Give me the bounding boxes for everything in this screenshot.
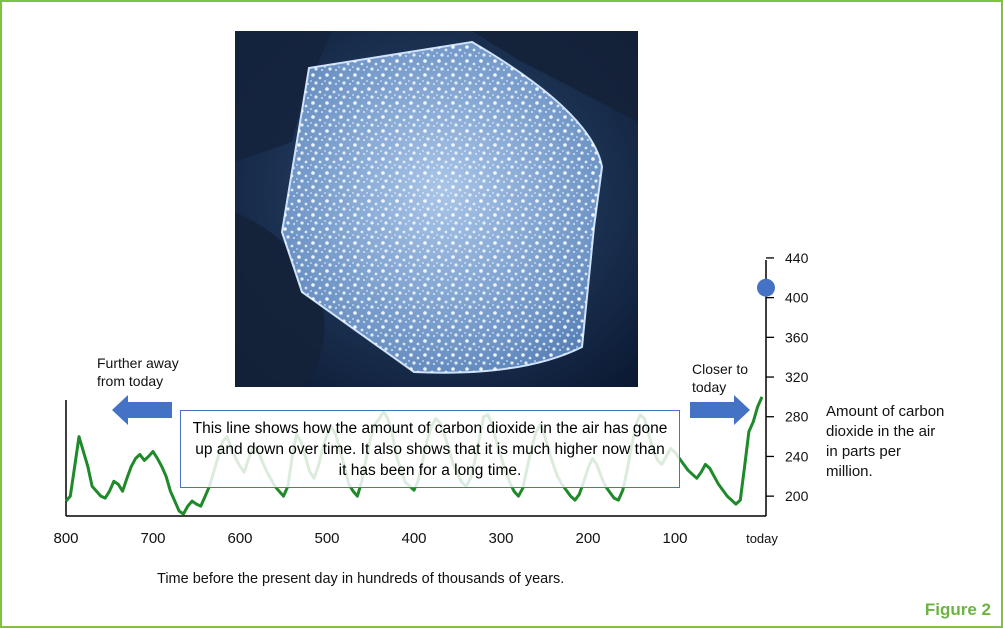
chart-axes <box>65 260 767 517</box>
current-co2-dot <box>757 278 775 297</box>
x-tick-label: 600 <box>227 530 252 547</box>
further-away-label: Further away from today <box>97 354 179 390</box>
right-arrow-icon <box>690 395 750 425</box>
x-tick-label: 700 <box>140 530 165 547</box>
y-axis-label-line-3: in parts per <box>826 443 902 460</box>
x-tick-label: today <box>746 531 778 546</box>
y-axis-ticks: 200 240 280 320 360 400 440 <box>766 250 809 504</box>
x-tick-label: 800 <box>53 530 78 547</box>
x-axis-ticks: 800 700 600 500 400 300 200 100 today <box>53 530 778 547</box>
further-away-line-1: Further away <box>97 355 179 371</box>
x-axis-label: Time before the present day in hundreds … <box>157 571 565 587</box>
further-away-line-2: from today <box>97 373 164 389</box>
figure-label: Figure 2 <box>924 600 991 619</box>
x-tick-label: 300 <box>488 530 513 547</box>
y-tick-label: 440 <box>785 250 809 266</box>
y-axis-label-line-4: million. <box>826 463 873 480</box>
y-tick-label: 240 <box>785 448 809 464</box>
y-tick-label: 280 <box>785 409 809 425</box>
chart-caption: This line shows how the amount of carbon… <box>180 410 680 488</box>
x-tick-label: 500 <box>314 530 339 547</box>
ice-core-photo <box>235 31 638 387</box>
x-tick-label: 100 <box>662 530 687 547</box>
y-tick-label: 200 <box>785 488 809 504</box>
y-axis-label: Amount of carbon dioxide in the air in p… <box>826 402 944 482</box>
x-tick-label: 200 <box>575 530 600 547</box>
closer-to-today-line-2: today <box>692 379 727 395</box>
x-tick-label: 400 <box>401 530 426 547</box>
y-tick-label: 360 <box>785 329 809 345</box>
closer-to-today-label: Closer to today <box>692 360 748 396</box>
y-axis-label-line-2: dioxide in the air <box>826 423 936 440</box>
y-tick-label: 400 <box>785 290 809 306</box>
y-axis-label-line-1: Amount of carbon <box>826 403 945 420</box>
closer-to-today-line-1: Closer to <box>692 361 749 377</box>
y-tick-label: 320 <box>785 369 809 385</box>
left-arrow-icon <box>112 395 172 425</box>
